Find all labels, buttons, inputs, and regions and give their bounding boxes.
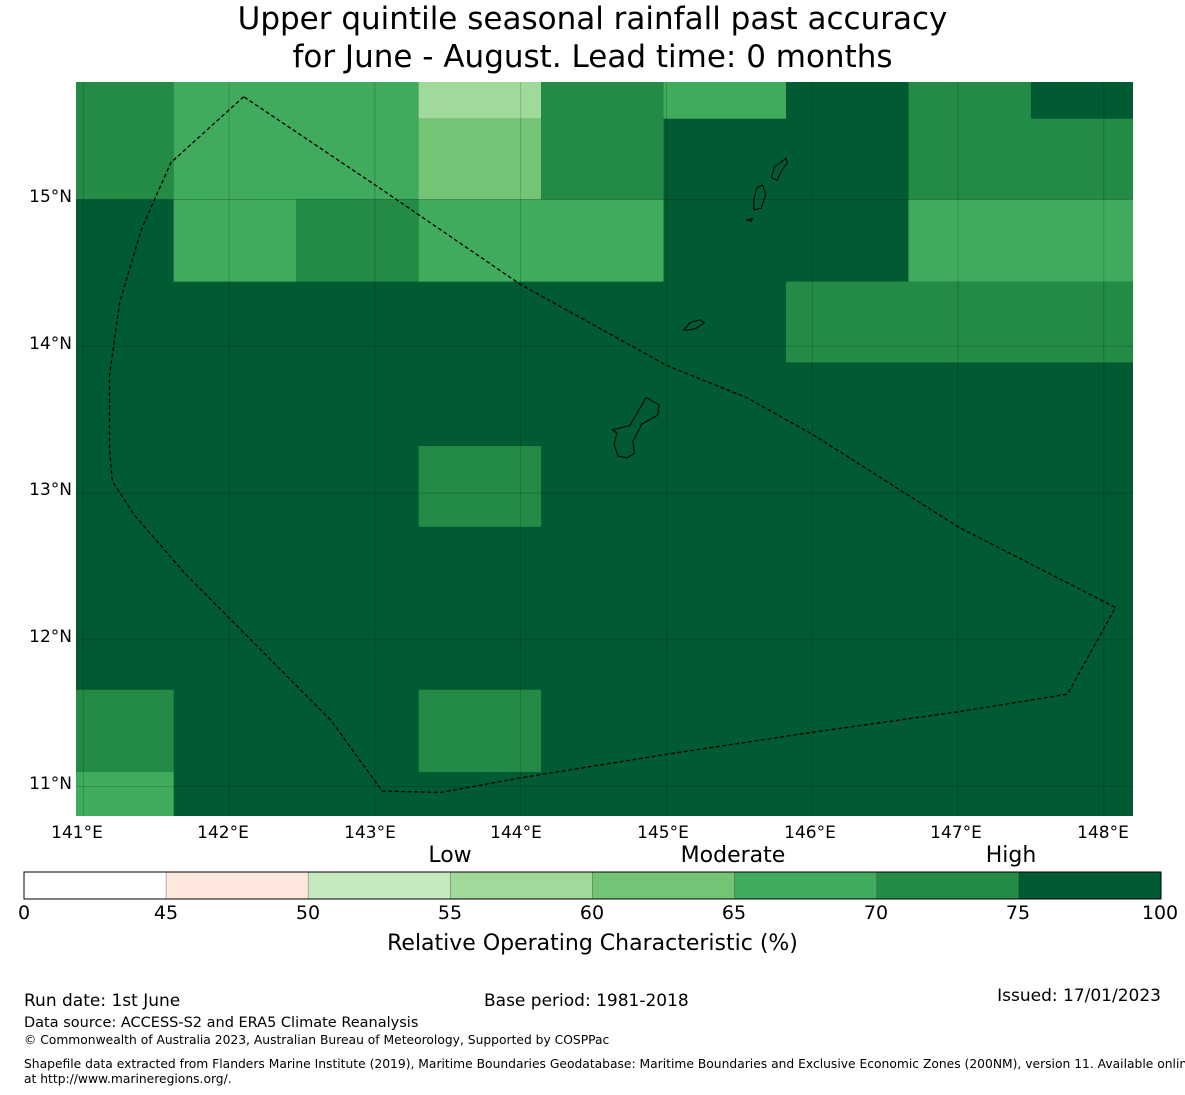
colorbar-segment <box>592 872 735 899</box>
grid-cell <box>541 82 664 200</box>
chart-title: Upper quintile seasonal rainfall past ac… <box>0 0 1185 76</box>
grid-cell <box>418 689 542 772</box>
colorbar-tick: 70 <box>863 902 889 924</box>
island-outline <box>753 184 767 211</box>
run-date: Run date: 1st June <box>24 991 181 1011</box>
title-line-2: for June - August. Lead time: 0 months <box>292 39 893 75</box>
grid-cell <box>663 82 787 119</box>
island-outline <box>611 396 660 459</box>
colorbar-tick: 0 <box>17 902 31 924</box>
colorbar-title: Relative Operating Characteristic (%) <box>387 931 798 956</box>
lon-label-144e: 144°E <box>490 823 542 843</box>
lon-label-147e: 147°E <box>930 823 982 843</box>
lat-label-13n: 13°N <box>29 480 72 500</box>
category-high: High <box>985 843 1037 868</box>
colorbar-tick: 75 <box>1005 902 1031 924</box>
shapefile-credit-line-2: at http://www.marineregions.org/. <box>24 1072 232 1086</box>
lat-label-14n: 14°N <box>29 334 72 354</box>
island-outline <box>770 157 789 182</box>
colorbar-tick: 60 <box>579 902 605 924</box>
grid-cell <box>418 82 542 119</box>
lon-label-148e: 148°E <box>1077 823 1129 843</box>
lat-label-15n: 15°N <box>29 187 72 207</box>
colorbar-segment <box>876 872 1019 899</box>
lon-label-146e: 146°E <box>784 823 836 843</box>
base-period: Base period: 1981-2018 <box>484 991 689 1011</box>
grid-cell <box>76 771 174 816</box>
colorbar-tick: 45 <box>153 902 179 924</box>
island-outline <box>744 217 754 223</box>
colorbar-segment <box>24 872 167 899</box>
colorbar-segment <box>308 872 451 899</box>
grid-cell <box>786 281 1133 363</box>
colorbar-segment <box>450 872 593 899</box>
colorbar-tick: 100 <box>1141 902 1179 924</box>
grid-cell <box>173 82 419 200</box>
island-outlines <box>611 157 789 459</box>
data-source: Data source: ACCESS-S2 and ERA5 Climate … <box>24 1015 419 1031</box>
grid-cell <box>418 446 542 527</box>
grid-cell <box>908 82 1031 200</box>
eez-boundary <box>108 96 1117 794</box>
issued-date: Issued: 17/01/2023 <box>997 986 1161 1006</box>
lon-label-142e: 142°E <box>197 823 249 843</box>
grid-cell <box>418 118 542 200</box>
lat-label-11n: 11°N <box>29 774 72 794</box>
grid-cell <box>76 82 174 200</box>
lon-label-141e: 141°E <box>51 823 103 843</box>
graticule <box>76 82 1133 816</box>
grid-cells <box>76 82 1133 816</box>
grid-cell <box>1030 118 1133 200</box>
copyright: © Commonwealth of Australia 2023, Austra… <box>24 1033 610 1047</box>
shapefile-credit-line-1: Shapefile data extracted from Flanders M… <box>24 1057 1185 1071</box>
colorbar-tick: 55 <box>437 902 463 924</box>
category-moderate: Moderate <box>680 843 786 868</box>
colorbar-tick: 65 <box>721 902 747 924</box>
colorbar <box>23 871 1162 900</box>
title-line-1: Upper quintile seasonal rainfall past ac… <box>237 1 948 37</box>
lon-label-145e: 145°E <box>637 823 689 843</box>
colorbar-tick: 50 <box>295 902 321 924</box>
colorbar-segment <box>166 872 309 899</box>
category-low: Low <box>428 843 472 868</box>
grid-cell <box>418 199 664 282</box>
grid-cell <box>296 199 419 282</box>
lon-label-143e: 143°E <box>344 823 396 843</box>
grid-cell <box>76 689 174 772</box>
colorbar-segment <box>1018 872 1161 899</box>
lat-label-12n: 12°N <box>29 627 72 647</box>
grid-cell <box>173 199 297 282</box>
colorbar-frame <box>23 871 1162 900</box>
colorbar-segment <box>734 872 877 899</box>
island-outline <box>682 319 706 331</box>
grid-cell <box>908 199 1133 282</box>
